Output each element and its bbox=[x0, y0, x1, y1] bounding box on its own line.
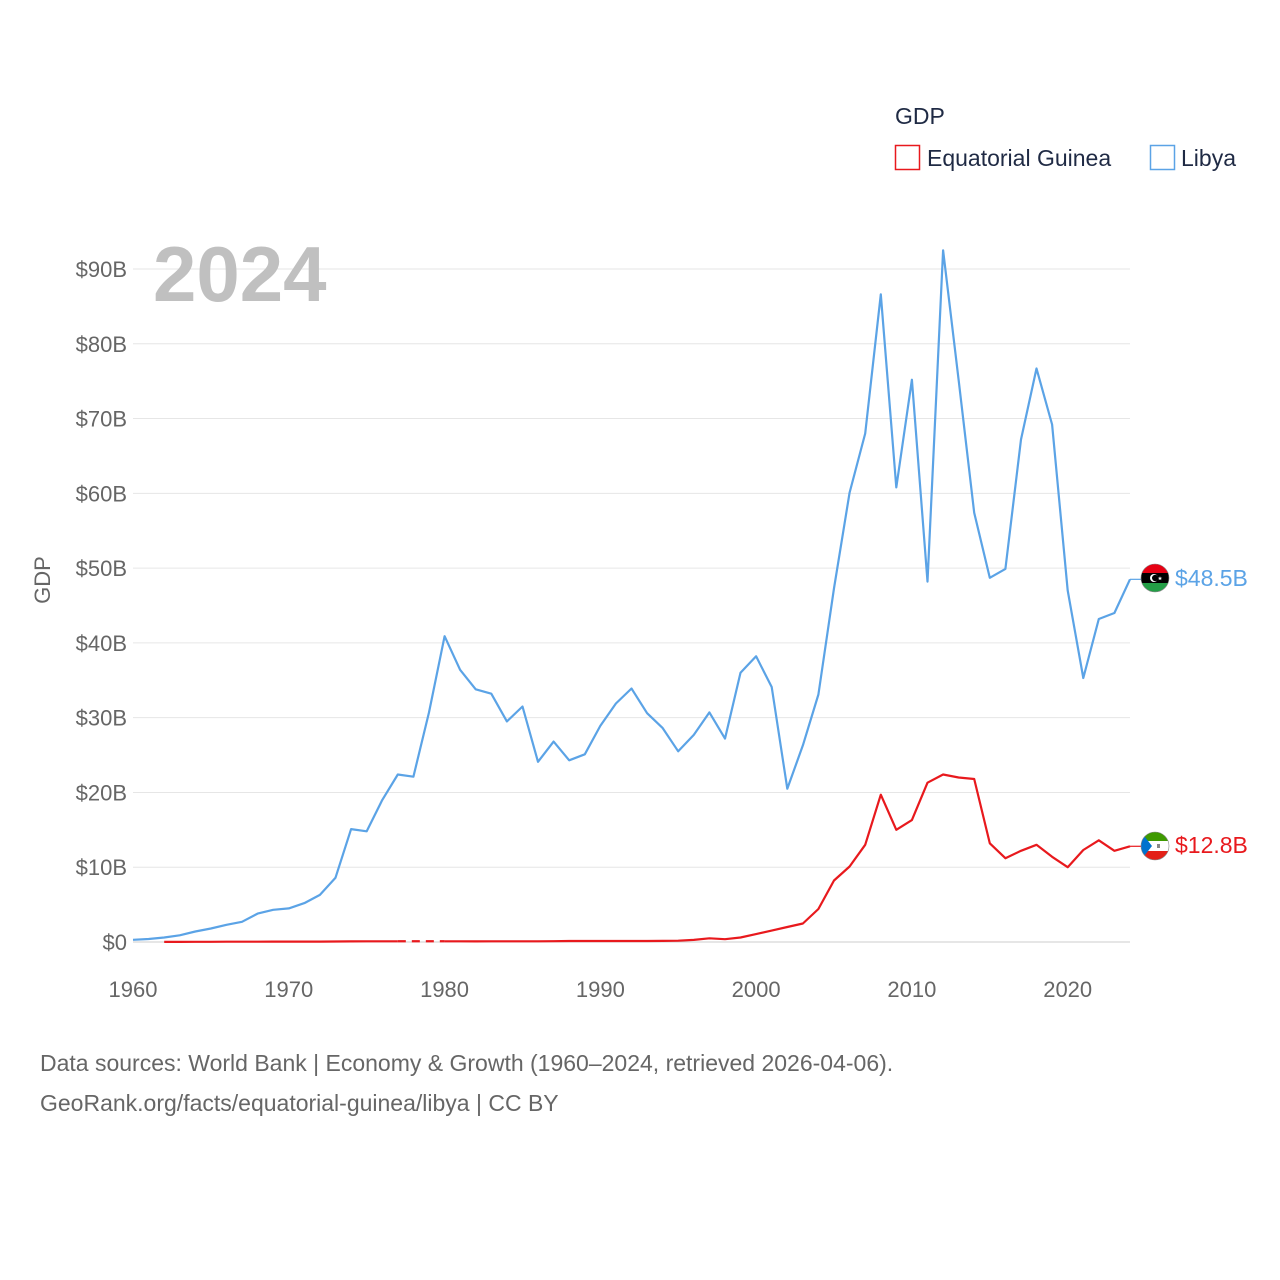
y-tick-label: $40B bbox=[76, 631, 127, 656]
y-axis: $0 $10B $20B $30B $40B $50B $60B $70B $80B $90B bbox=[76, 257, 127, 955]
series-line-equatorial-guinea[interactable] bbox=[164, 940, 398, 943]
y-tick-label: $10B bbox=[76, 855, 127, 880]
x-tick-label: 1960 bbox=[109, 977, 158, 1002]
y-tick-label: $50B bbox=[76, 556, 127, 581]
series bbox=[132, 249, 1141, 943]
legend-label-equatorial-guinea[interactable]: Equatorial Guinea bbox=[927, 145, 1111, 171]
y-tick-label: $20B bbox=[76, 780, 127, 805]
end-label-libya: $48.5B bbox=[1175, 565, 1248, 591]
x-tick-label: 2000 bbox=[732, 977, 781, 1002]
y-tick-label: $0 bbox=[103, 930, 127, 955]
legend-swatch-libya[interactable] bbox=[1149, 144, 1176, 171]
y-tick-label: $90B bbox=[76, 257, 127, 282]
x-tick-label: 1980 bbox=[420, 977, 469, 1002]
y-tick-label: $60B bbox=[76, 481, 127, 506]
y-tick-label: $70B bbox=[76, 407, 127, 432]
x-tick-label: 2020 bbox=[1043, 977, 1092, 1002]
equatorial-guinea-flag-icon bbox=[1140, 831, 1170, 861]
source-line-2[interactable]: GeoRank.org/facts/equatorial-guinea/liby… bbox=[40, 1090, 559, 1116]
legend-swatch-equatorial-guinea[interactable] bbox=[894, 144, 921, 171]
series-line-equatorial-guinea[interactable] bbox=[444, 773, 1131, 943]
y-tick-label: $30B bbox=[76, 706, 127, 731]
end-marker-equatorial-guinea: $12.8B bbox=[1140, 831, 1248, 861]
legend-title: GDP bbox=[895, 103, 945, 129]
y-axis-title: GDP bbox=[30, 556, 55, 604]
source-note: Data sources: World Bank | Economy & Gro… bbox=[40, 1043, 893, 1123]
x-tick-label: 1970 bbox=[264, 977, 313, 1002]
end-label-equatorial-guinea: $12.8B bbox=[1175, 832, 1248, 858]
source-line-1: Data sources: World Bank | Economy & Gro… bbox=[40, 1050, 894, 1076]
end-marker-libya: $48.5B bbox=[1140, 563, 1248, 593]
x-tick-label: 2010 bbox=[887, 977, 936, 1002]
x-axis: 1960 1970 1980 1990 2000 2010 2020 bbox=[109, 977, 1093, 1002]
libya-flag-icon bbox=[1140, 563, 1170, 593]
year-label: 2024 bbox=[153, 230, 327, 318]
x-tick-label: 1990 bbox=[576, 977, 625, 1002]
y-tick-label: $80B bbox=[76, 332, 127, 357]
series-line-libya[interactable] bbox=[132, 249, 1131, 941]
legend-label-libya[interactable]: Libya bbox=[1181, 145, 1236, 171]
grid bbox=[133, 268, 1130, 943]
legend: GDP Equatorial Guinea Libya bbox=[894, 103, 1236, 171]
